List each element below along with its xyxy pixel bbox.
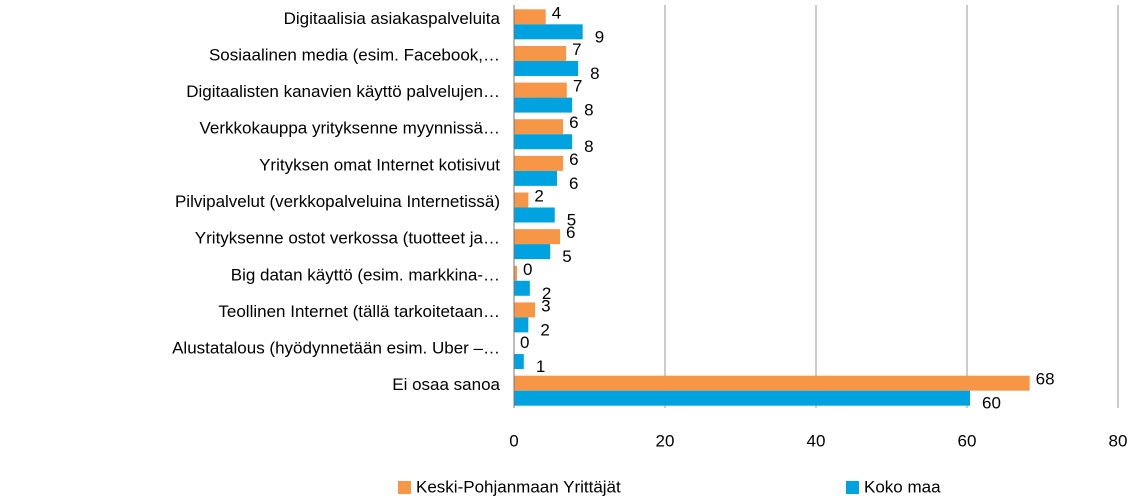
y-tick-label: Yrityksenne ostot verkossa (tuotteet ja… [195, 229, 500, 248]
y-tick-label: Teollinen Internet (tällä tarkoitetaan… [218, 302, 500, 321]
bar [514, 45, 567, 61]
bar [514, 82, 567, 98]
legend-label: Keski-Pohjanmaan Yrittäjät [416, 477, 621, 496]
data-label: 7 [573, 77, 582, 96]
legend-swatch [398, 481, 411, 494]
y-tick-label: Sosiaalinen media (esim. Facebook,… [209, 45, 500, 64]
data-label: 8 [584, 137, 593, 156]
data-label: 7 [572, 40, 581, 59]
bar [514, 134, 573, 150]
data-label: 5 [567, 210, 576, 229]
data-label: 0 [520, 333, 529, 352]
x-tick-label: 20 [656, 431, 675, 450]
data-label: 2 [540, 320, 549, 339]
bar [514, 170, 558, 186]
data-label: 9 [595, 27, 604, 46]
y-tick-label: Alustatalous (hyödynnetään esim. Uber –… [172, 339, 500, 358]
data-label: 1 [536, 357, 545, 376]
bar [514, 354, 524, 370]
y-tick-label: Verkkokauppa yrityksenne myynnissä… [200, 119, 500, 138]
bar [514, 280, 530, 296]
data-label: 6 [569, 174, 578, 193]
bar [514, 244, 551, 260]
data-label: 5 [562, 247, 571, 266]
data-label: 8 [584, 101, 593, 120]
data-label: 2 [542, 284, 551, 303]
data-label: 2 [534, 186, 543, 205]
bar [514, 97, 573, 113]
bar [514, 317, 529, 333]
x-tick-label: 0 [509, 431, 518, 450]
bar [514, 265, 518, 281]
y-tick-label: Big datan käyttö (esim. markkina-… [231, 265, 500, 284]
y-tick-label: Pilvipalvelut (verkkopalveluina Internet… [175, 192, 500, 211]
bar [514, 390, 971, 406]
bar [514, 192, 529, 208]
y-tick-label: Ei osaa sanoa [392, 375, 500, 394]
data-label: 8 [590, 64, 599, 83]
data-label: 6 [569, 150, 578, 169]
data-label: 3 [541, 296, 550, 315]
bar [514, 302, 536, 318]
y-tick-label: Yrityksen omat Internet kotisivut [259, 155, 500, 174]
bar [514, 229, 561, 245]
data-label: 68 [1036, 370, 1055, 389]
bar [514, 375, 1030, 391]
x-tick-label: 80 [1109, 431, 1128, 450]
data-label: 0 [523, 260, 532, 279]
bar [514, 24, 583, 40]
legend-label: Koko maa [864, 477, 941, 496]
bar [514, 155, 564, 171]
data-label: 4 [552, 3, 561, 22]
y-tick-label: Digitaalisten kanavien käyttö palvelujen… [186, 82, 500, 101]
x-tick-label: 40 [807, 431, 826, 450]
data-label: 6 [569, 113, 578, 132]
bar [514, 60, 579, 76]
bar [514, 119, 564, 135]
y-tick-label: Digitaalisia asiakaspalveluita [284, 9, 501, 28]
bar [514, 207, 555, 223]
bar [514, 9, 546, 25]
data-label: 6 [566, 223, 575, 242]
data-label: 60 [982, 394, 1001, 413]
legend-swatch [846, 481, 859, 494]
x-tick-label: 60 [958, 431, 977, 450]
